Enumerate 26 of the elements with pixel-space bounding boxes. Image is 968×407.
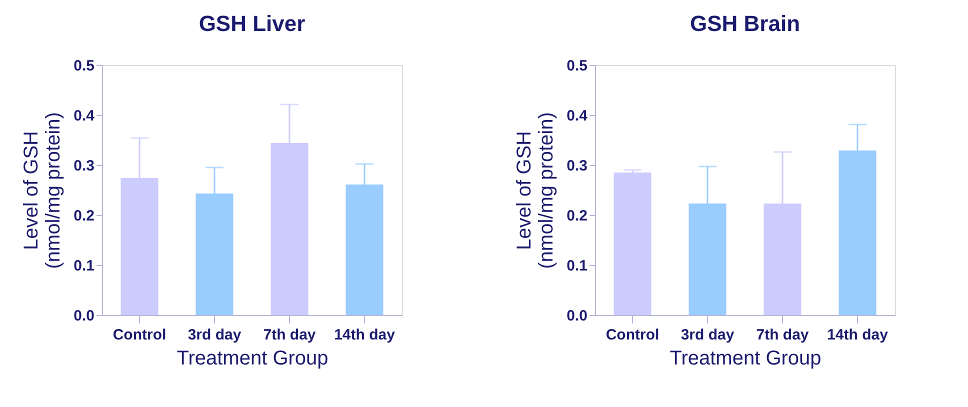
x-tick-label: Control [606, 326, 660, 344]
y-tick-label: 0.4 [566, 108, 588, 124]
x-tick-label: 14th day [827, 326, 889, 344]
y-tick-label: 0.5 [74, 58, 94, 74]
x-tick-label: 7th day [756, 326, 810, 344]
y-tick-label: 0.1 [566, 258, 588, 274]
x-axis-title: Treatment Group [670, 348, 822, 370]
y-tick-label: 0.2 [74, 208, 94, 224]
y-tick-label: 0.3 [74, 158, 94, 174]
y-tick-label: 0.4 [74, 108, 96, 124]
x-axis-title: Treatment Group [176, 348, 328, 370]
y-tick-label: 0.0 [566, 308, 588, 324]
x-tick-label: 3rd day [680, 326, 735, 344]
y-tick-label: 0.3 [566, 158, 588, 174]
y-tick-label: 0.0 [74, 308, 94, 324]
y-tick-label: 0.5 [566, 58, 588, 74]
y-tick-label: 0.2 [566, 208, 588, 224]
y-tick-label: 0.1 [74, 258, 94, 274]
chart-title: GSH Liver [198, 11, 306, 36]
chart-title: GSH Brain [690, 11, 800, 36]
y-axis-title: Level of GSH (nmol/mg protein) [20, 112, 65, 269]
y-axis-title: Level of GSH (nmol/mg protein) [514, 112, 558, 269]
x-tick-label: 7th day [263, 326, 316, 344]
x-tick-label: 14th day [334, 326, 396, 344]
x-tick-label: 3rd day [188, 326, 242, 344]
x-tick-label: Control [112, 326, 166, 344]
